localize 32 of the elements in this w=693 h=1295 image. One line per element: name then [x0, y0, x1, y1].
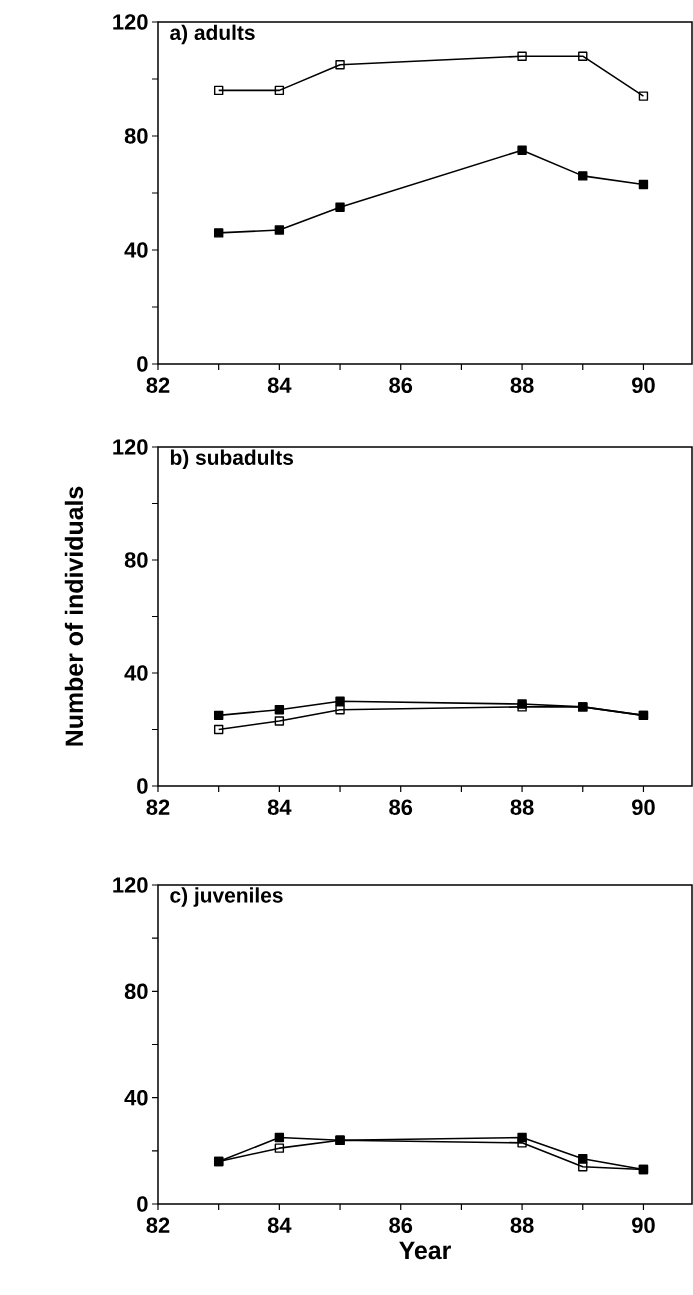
x-tick-label: 84: [267, 377, 292, 394]
y-tick-label: 120: [113, 14, 148, 30]
y-tick-label: 0: [137, 778, 148, 794]
y-tick-label: 40: [124, 1089, 148, 1106]
y-tick-label: 0: [137, 1196, 148, 1212]
x-axis-title: Year: [399, 1241, 451, 1260]
chart-title: b) subadults: [170, 449, 294, 470]
x-tick-label: 84: [267, 1217, 292, 1234]
x-tick-label: 88: [510, 377, 534, 394]
x-tick-label: 86: [389, 799, 413, 816]
y-tick-label: 80: [124, 128, 148, 144]
y-axis-title: Number of individuals: [64, 486, 84, 746]
chart-title: a) adults: [170, 24, 255, 45]
x-tick-label: 86: [389, 377, 413, 394]
y-tick-label: 80: [124, 552, 148, 568]
x-tick-label: 82: [146, 377, 170, 394]
y-tick-label: 80: [124, 983, 148, 1000]
x-tick-label: 86: [389, 1217, 413, 1234]
y-tick-label: 0: [137, 356, 148, 372]
x-tick-label: 90: [632, 377, 655, 394]
x-tick-label: 88: [510, 1217, 534, 1234]
y-tick-label: 40: [124, 665, 148, 681]
x-tick-label: 82: [146, 799, 170, 816]
chart-title: c) juveniles: [170, 887, 283, 907]
x-tick-label: 90: [632, 799, 655, 816]
x-tick-label: 88: [510, 799, 534, 816]
x-tick-label: 82: [146, 1217, 170, 1234]
x-tick-label: 90: [632, 1217, 655, 1234]
y-tick-label: 40: [124, 242, 148, 258]
y-tick-label: 120: [113, 877, 148, 893]
y-tick-label: 120: [113, 439, 148, 455]
x-tick-label: 84: [267, 799, 292, 816]
